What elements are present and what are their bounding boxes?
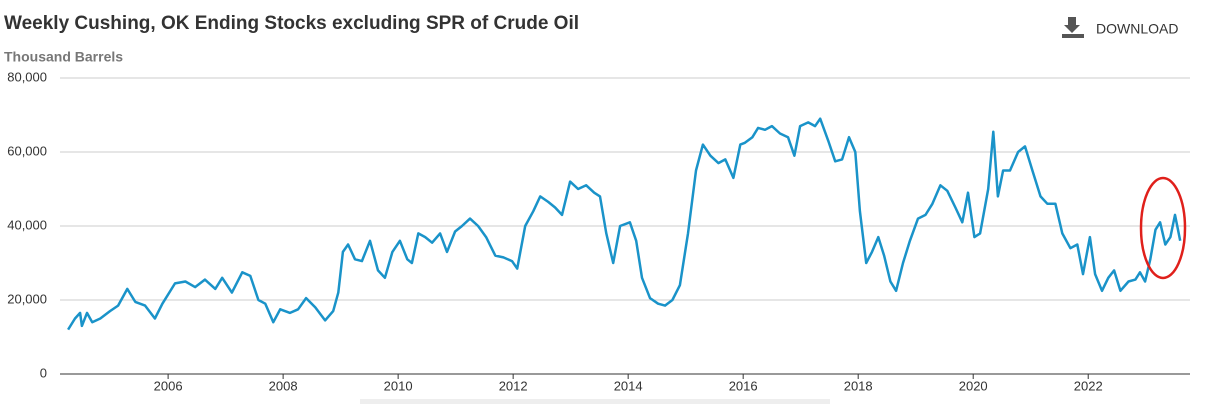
download-label[interactable]: DOWNLOAD (1096, 21, 1178, 37)
data-line (67, 117, 1182, 331)
y-tick-label: 0 (40, 365, 47, 380)
y-axis-label: Thousand Barrels (4, 49, 123, 65)
y-tick-label: 60,000 (7, 143, 47, 158)
highlight-circle (1139, 176, 1187, 280)
scrollbar (360, 399, 830, 404)
x-tick-label: 2014 (614, 378, 643, 393)
chart-title: Weekly Cushing, OK Ending Stocks excludi… (4, 13, 579, 34)
x-tick-label: 2006 (154, 378, 183, 393)
y-tick-label: 20,000 (7, 291, 47, 306)
x-tick-label: 2018 (844, 378, 873, 393)
x-tick-label: 2008 (269, 378, 298, 393)
y-tick-label: 80,000 (7, 69, 47, 84)
x-tick-label: 2016 (729, 378, 758, 393)
y-tick-label: 40,000 (7, 217, 47, 232)
x-tick-label: 2012 (499, 378, 528, 393)
x-tick-label: 2022 (1074, 378, 1103, 393)
download-button[interactable]: DOWNLOAD (1062, 17, 1178, 38)
x-tick-label: 2010 (384, 378, 413, 393)
x-tick-label: 2020 (959, 378, 988, 393)
download-icon (1062, 17, 1084, 38)
